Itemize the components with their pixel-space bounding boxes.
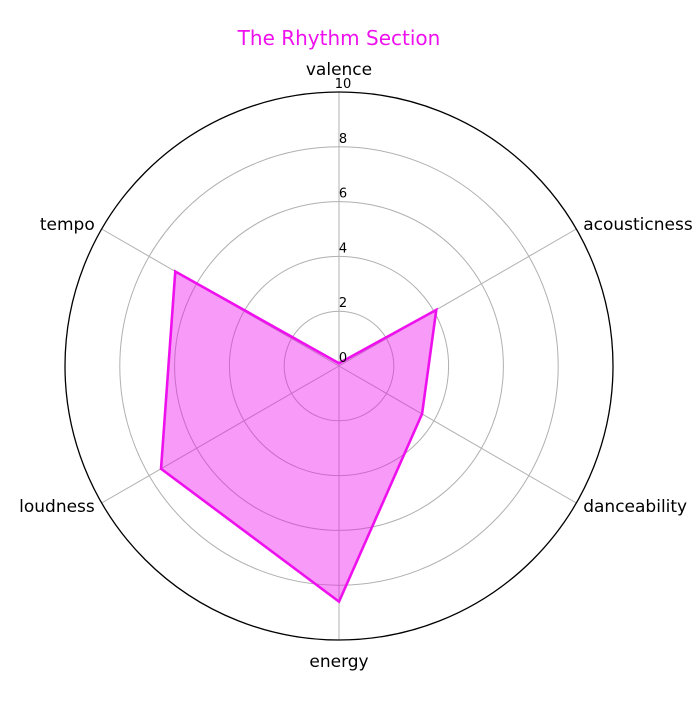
axis-label-energy: energy xyxy=(309,652,368,672)
axis-label-valence: valence xyxy=(306,60,372,80)
axis-label-danceability: danceability xyxy=(583,497,687,517)
axis-label-tempo: tempo xyxy=(40,215,95,235)
r-tick-label: 0 xyxy=(339,351,347,366)
grid xyxy=(64,91,614,641)
outer-frame xyxy=(64,91,614,641)
axis-label-loudness: loudness xyxy=(19,497,95,517)
r-tick-label: 2 xyxy=(339,296,347,311)
r-tick-label: 4 xyxy=(339,241,347,256)
axis-label-acousticness: acousticness xyxy=(583,215,693,235)
grid-spoke xyxy=(101,365,340,504)
grid-spoke xyxy=(338,228,577,367)
r-tick-label: 10 xyxy=(335,77,352,92)
series-layer xyxy=(159,269,438,604)
r-tick-label: 6 xyxy=(339,187,347,202)
grid-spoke xyxy=(338,365,577,504)
chart-title: The Rhythm Section xyxy=(237,26,441,50)
series-area xyxy=(161,271,437,602)
r-tick-label: 8 xyxy=(339,132,347,147)
